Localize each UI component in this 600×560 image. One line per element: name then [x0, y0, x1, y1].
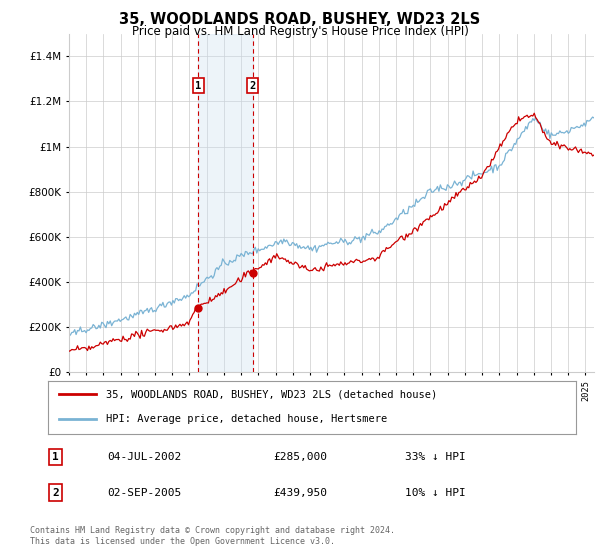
Text: 35, WOODLANDS ROAD, BUSHEY, WD23 2LS: 35, WOODLANDS ROAD, BUSHEY, WD23 2LS: [119, 12, 481, 27]
Text: 33% ↓ HPI: 33% ↓ HPI: [406, 452, 466, 462]
Text: £285,000: £285,000: [273, 452, 327, 462]
Text: £439,950: £439,950: [273, 488, 327, 498]
Bar: [198, 34, 253, 372]
Text: 02-SEP-2005: 02-SEP-2005: [107, 488, 182, 498]
Text: Price paid vs. HM Land Registry's House Price Index (HPI): Price paid vs. HM Land Registry's House …: [131, 25, 469, 38]
Text: 2: 2: [52, 488, 59, 498]
Text: 1: 1: [195, 81, 201, 91]
Text: Contains HM Land Registry data © Crown copyright and database right 2024.
This d: Contains HM Land Registry data © Crown c…: [30, 526, 395, 546]
Text: 10% ↓ HPI: 10% ↓ HPI: [406, 488, 466, 498]
Text: 04-JUL-2002: 04-JUL-2002: [107, 452, 182, 462]
Text: 2: 2: [250, 81, 256, 91]
Text: HPI: Average price, detached house, Hertsmere: HPI: Average price, detached house, Hert…: [106, 414, 388, 424]
Text: 1: 1: [52, 452, 59, 462]
Text: 35, WOODLANDS ROAD, BUSHEY, WD23 2LS (detached house): 35, WOODLANDS ROAD, BUSHEY, WD23 2LS (de…: [106, 389, 437, 399]
